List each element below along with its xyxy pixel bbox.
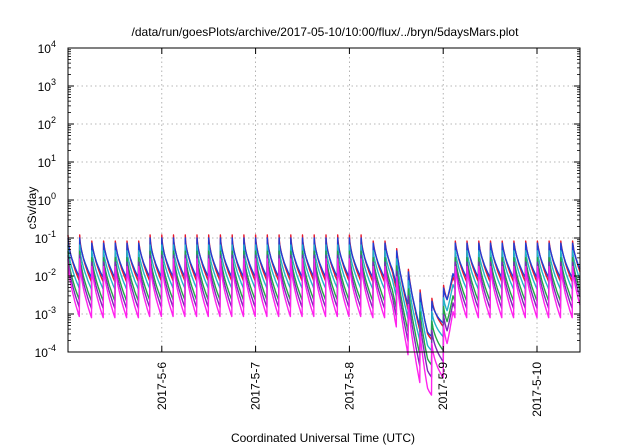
y-tick-base: 10 [38, 156, 52, 170]
y-axis-label: cSv/day [25, 187, 39, 230]
x-tick-label: 2017-5-9 [436, 362, 450, 410]
y-tick-base: 10 [38, 80, 52, 94]
series-group [67, 234, 581, 396]
grid-lines [68, 48, 580, 352]
x-axis-label: Coordinated Universal Time (UTC) [231, 431, 415, 445]
y-tick-label: 100 [38, 191, 56, 208]
y-tick-base: 10 [35, 346, 49, 360]
y-tick-base: 10 [38, 118, 52, 132]
y-tick-label: 10-3 [35, 305, 56, 322]
y-tick-base: 10 [38, 194, 52, 208]
y-tick-exponent: 0 [51, 191, 56, 201]
x-tick-label: 2017-5-8 [342, 362, 356, 410]
tick-marks [68, 47, 580, 353]
y-tick-label: 104 [38, 39, 56, 56]
y-tick-label: 10-1 [35, 229, 56, 246]
x-tick-labels: 2017-5-6 2017-5-7 2017-5-8 2017-5-9 2017-5-1… [155, 362, 544, 417]
series-line [67, 244, 581, 352]
y-tick-label: 10-2 [35, 267, 56, 284]
y-tick-exponent: 4 [51, 39, 56, 49]
y-tick-exponent: -4 [48, 343, 56, 353]
series-line [67, 254, 581, 378]
series-line [67, 250, 581, 366]
y-tick-base: 10 [35, 232, 49, 246]
y-tick-exponent: 3 [51, 77, 56, 87]
y-tick-label: 102 [38, 115, 56, 132]
x-tick-label: 2017-5-7 [249, 362, 263, 410]
y-tick-base: 10 [35, 270, 49, 284]
y-tick-exponent: 1 [51, 153, 56, 163]
y-tick-exponent: -3 [48, 305, 56, 315]
x-tick-label: 2017-5-6 [155, 362, 169, 410]
y-tick-exponent: 2 [51, 115, 56, 125]
y-tick-label: 101 [38, 153, 56, 170]
chart-title: /data/run/goesPlots/archive/2017-05-10/1… [132, 25, 520, 39]
y-tick-exponent: -2 [48, 267, 56, 277]
x-tick-label: 2017-5-10 [530, 362, 544, 417]
series-line [67, 237, 581, 337]
series-line [67, 258, 581, 396]
y-tick-base: 10 [38, 42, 52, 56]
y-tick-base: 10 [35, 308, 49, 322]
y-tick-label: 103 [38, 77, 56, 94]
y-tick-label: 10-4 [35, 343, 56, 360]
y-tick-exponent: -1 [48, 229, 56, 239]
